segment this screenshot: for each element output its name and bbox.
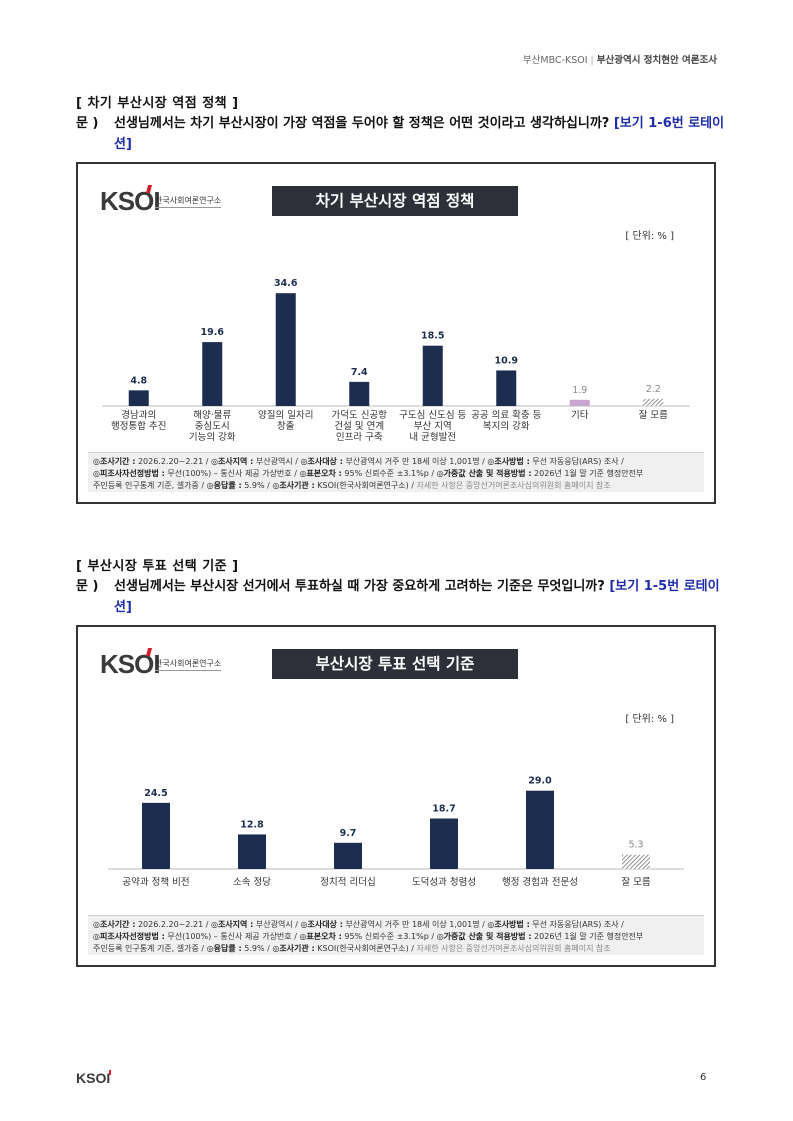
category-label: 정치적 리더십 xyxy=(320,876,375,888)
bar-value-label: 18.7 xyxy=(432,804,455,815)
bar xyxy=(643,398,664,406)
category-label: 도덕성과 청렴성 xyxy=(412,876,476,888)
question-text: 선생님께서는 차기 부산시장이 가장 역점을 두어야 할 정책은 어떤 것이라고… xyxy=(114,116,610,131)
bar-value-label: 34.6 xyxy=(274,278,298,289)
ksoi-logo: KSOI 한국사회여론연구소 xyxy=(100,648,222,679)
logo-text: KSOI xyxy=(100,649,161,679)
logo-org: 한국사회여론연구소 xyxy=(155,658,222,671)
category-label: 공약과 정책 비전 xyxy=(122,876,189,888)
bar-value-label: 1.9 xyxy=(572,385,587,396)
question-text: 선생님께서는 부산시장 선거에서 투표하실 때 가장 중요하게 고려하는 기준은… xyxy=(114,579,605,594)
category-label: 경남과의 행정통합 추진 xyxy=(111,409,166,432)
bar-value-label: 10.9 xyxy=(495,355,518,366)
bar-chart-1: 4.8 경남과의 행정통합 추진 19.6 해양·물류 중심도시 기능의 강화 34.6 양질의… xyxy=(102,278,690,443)
chart-unit: [ 단위: % ] xyxy=(625,231,674,242)
logo-text: KSOI xyxy=(100,186,161,216)
category-label: 구도심 신도심 등 부산 지역 내 균형발전 xyxy=(399,410,466,443)
category-label: 잘 모름 xyxy=(639,409,668,421)
section-2-question: 문 ) 선생님께서는 부산시장 선거에서 투표하실 때 가장 중요하게 고려하는… xyxy=(76,576,726,618)
bar-value-label: 19.6 xyxy=(201,327,225,338)
section-1-question: 문 ) 선생님께서는 차기 부산시장이 가장 역점을 두어야 할 정책은 어떤 … xyxy=(76,113,726,155)
question-prefix: 문 ) xyxy=(76,579,99,594)
bar-value-label: 9.7 xyxy=(340,828,357,839)
section-1-title: [ 차기 부산시장 역점 정책 ] xyxy=(76,96,239,111)
chart-1-panel: KSOI 한국사회여론연구소 차기 부산시장 역점 정책 [ 단위: % ] 4… xyxy=(76,162,716,504)
bar-value-label: 18.5 xyxy=(421,331,444,342)
bar xyxy=(349,381,370,406)
footer-logo: KSOI xyxy=(76,1070,112,1086)
bar-value-label: 4.8 xyxy=(130,375,147,386)
logo-org: 한국사회여론연구소 xyxy=(155,195,222,208)
survey-note: ◎조사기간 : 2026.2.20~2.21 / ◎조사지역 : 부산광역시 /… xyxy=(88,915,704,955)
rotation-note: [보기 1-5번 로테이션] xyxy=(114,579,720,615)
bar xyxy=(430,818,458,869)
chart-title: 차기 부산시장 역점 정책 xyxy=(272,186,518,216)
bar-value-label: 2.2 xyxy=(646,384,661,395)
category-label: 양질의 일자리 창출 xyxy=(258,409,313,432)
header-right: 부산광역시 정치현안 여론조사 xyxy=(596,55,717,66)
bar-value-label: 5.3 xyxy=(628,840,643,851)
header-left: 부산MBC-KSOI xyxy=(522,55,588,66)
bar-value-label: 24.5 xyxy=(144,788,167,799)
chart-unit: [ 단위: % ] xyxy=(625,714,674,725)
bar xyxy=(142,802,170,869)
rotation-note: [보기 1-6번 로테이션] xyxy=(114,116,725,152)
bar xyxy=(526,790,554,869)
category-label: 잘 모름 xyxy=(621,876,650,888)
category-label: 소속 정당 xyxy=(233,877,271,888)
header-separator: | xyxy=(590,55,594,66)
survey-note: ◎조사기간 : 2026.2.20~2.21 / ◎조사지역 : 부산광역시 /… xyxy=(88,452,704,492)
bar xyxy=(202,342,223,406)
bar-value-label: 12.8 xyxy=(240,819,264,830)
page-header: 부산MBC-KSOI | 부산광역시 정치현안 여론조사 xyxy=(76,52,717,66)
bar xyxy=(238,834,266,869)
category-label: 공공 의료 확충 등 복지의 강화 xyxy=(471,409,541,432)
category-label: 행정 경험과 전문성 xyxy=(502,876,578,888)
category-label: 해양·물류 중심도시 기능의 강화 xyxy=(189,409,236,443)
bar xyxy=(622,854,650,869)
chart-2-panel: KSOI 한국사회여론연구소 부산시장 투표 선택 기준 [ 단위: % ] 2… xyxy=(76,625,716,967)
section-2-title: [ 부산시장 투표 선택 기준 ] xyxy=(76,559,239,574)
question-prefix: 문 ) xyxy=(76,116,99,131)
category-label: 기타 xyxy=(571,410,589,421)
category-label: 가덕도 신공항 건설 및 연계 인프라 구축 xyxy=(332,410,388,443)
bar xyxy=(128,390,149,406)
bar-chart-2: 24.5 공약과 정책 비전 12.8 소속 정당 9.7 정치적 리더십 18.7 도덕성과… xyxy=(108,776,684,888)
bar xyxy=(422,345,443,406)
page-number: 6 xyxy=(700,1072,707,1083)
chart-title: 부산시장 투표 선택 기준 xyxy=(272,649,518,679)
bar xyxy=(334,842,362,869)
bar-value-label: 29.0 xyxy=(528,776,552,787)
bar-value-label: 7.4 xyxy=(351,367,368,378)
ksoi-logo: KSOI 한국사회여론연구소 xyxy=(100,185,222,216)
bar xyxy=(275,293,296,406)
bar xyxy=(496,370,517,406)
bar xyxy=(569,399,590,406)
